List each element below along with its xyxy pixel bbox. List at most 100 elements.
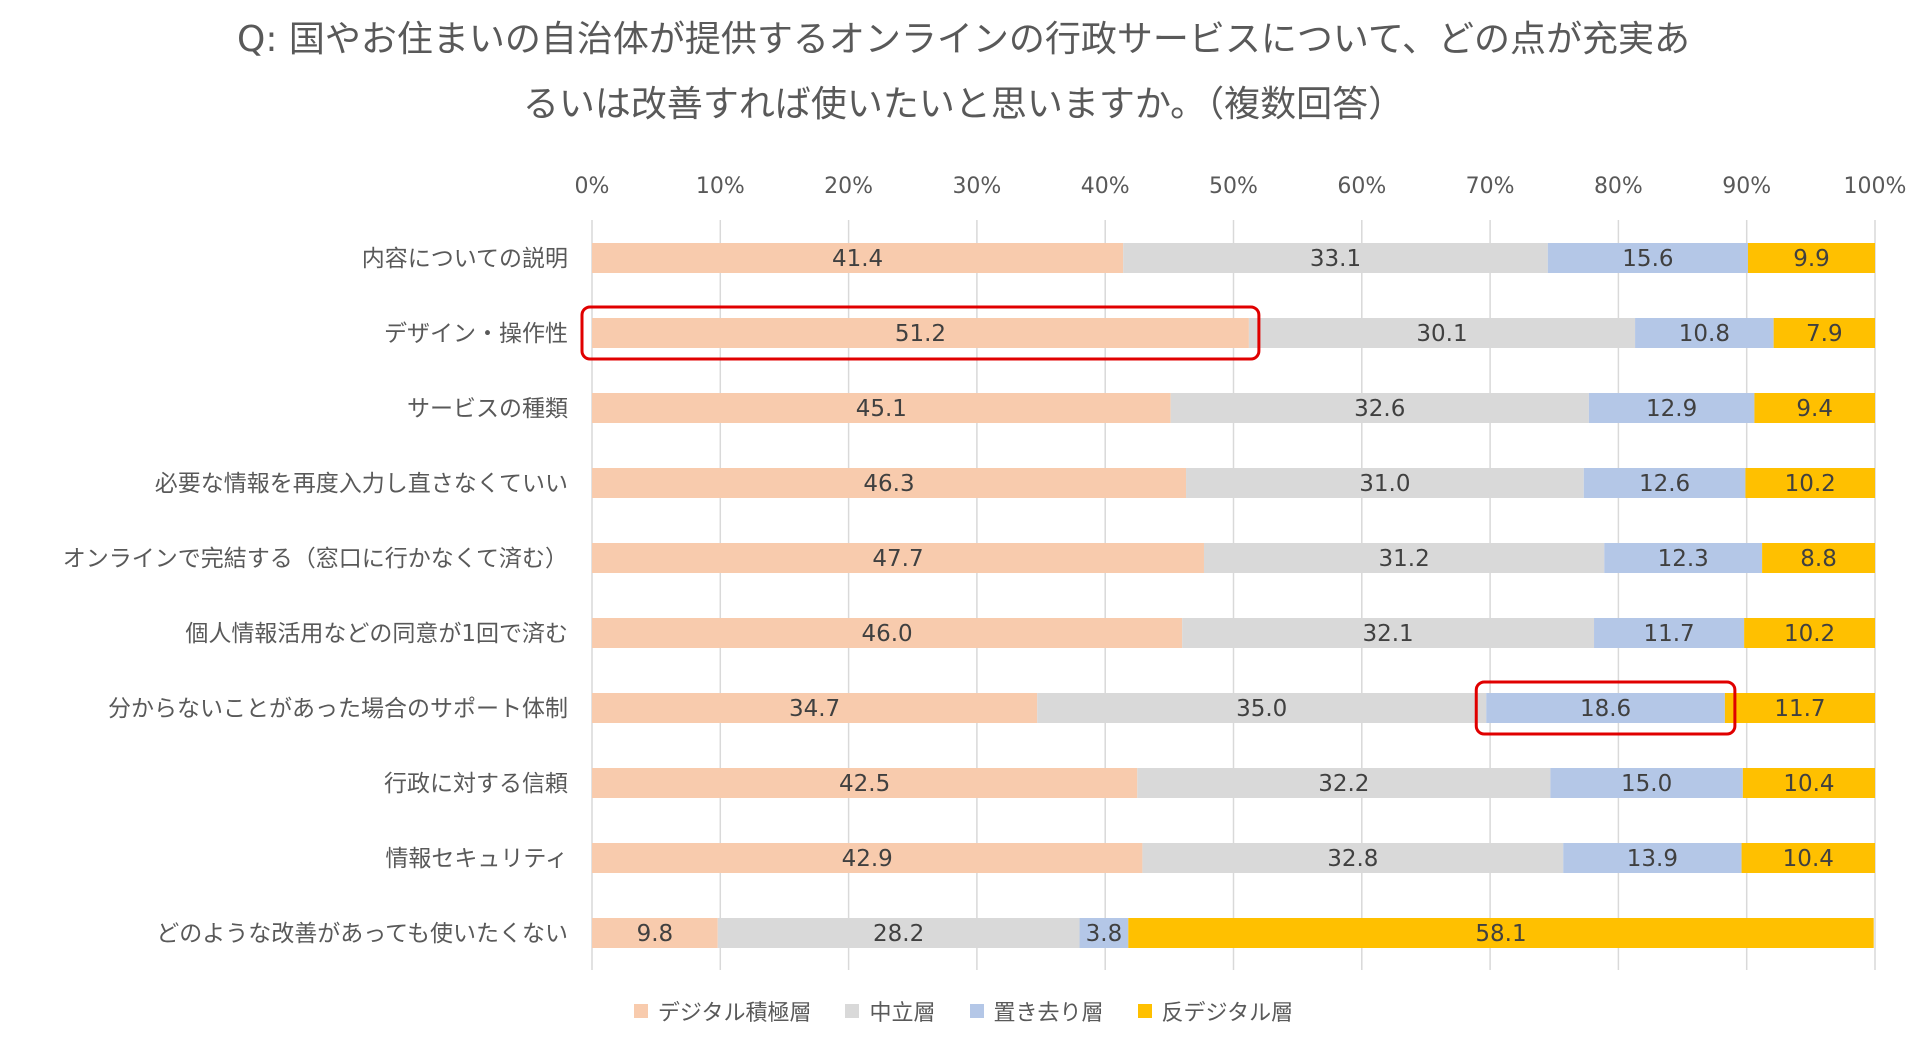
bar-segment [1137,768,1551,798]
category-labels: 内容についての説明デザイン・操作性サービスの種類必要な情報を再度入力し直さなくて… [63,246,568,947]
data-label: 3.8 [1086,921,1123,947]
data-label: 51.2 [895,321,946,347]
data-label: 47.7 [872,546,923,572]
data-label: 18.6 [1580,696,1631,722]
data-label: 10.2 [1785,471,1836,497]
legend-label: 中立層 [869,1001,936,1026]
bar-segment [1186,468,1584,498]
bar-segment [592,543,1204,573]
data-label: 11.7 [1643,621,1694,647]
data-label: 13.9 [1627,846,1678,872]
data-label: 31.2 [1379,546,1430,572]
bar-segment [1724,693,1875,723]
x-tick-label: 100% [1844,174,1907,199]
data-label: 10.4 [1783,771,1834,797]
bar-segment [1594,618,1745,648]
bar-segment [1741,843,1875,873]
x-tick-label: 10% [696,174,745,199]
bar-segment [1123,243,1548,273]
data-label: 58.1 [1475,921,1526,947]
legend-label: 置き去り層 [993,1001,1104,1026]
data-label: 9.9 [1793,246,1830,272]
data-label: 8.8 [1800,546,1837,572]
category-label: デザイン・操作性 [384,321,568,347]
bar-segment [1635,318,1774,348]
data-label: 42.5 [839,771,890,797]
bar-segment [1583,468,1746,498]
data-label: 28.2 [873,921,924,947]
x-tick-label: 40% [1081,174,1130,199]
bar-segment [1742,768,1875,798]
x-tick-label: 80% [1594,174,1643,199]
x-tick-label: 20% [824,174,873,199]
data-label: 31.0 [1359,471,1410,497]
bar-segment [1142,843,1564,873]
bar-segment [1588,393,1755,423]
data-label: 33.1 [1310,246,1361,272]
bar-segment [592,918,718,948]
category-label: 個人情報活用などの同意が1回で済む [185,621,568,647]
highlight-boxes [580,305,1737,736]
data-label: 15.0 [1621,771,1672,797]
data-label: 32.8 [1327,846,1378,872]
bar-segment [1762,543,1875,573]
bar-segment [1248,318,1636,348]
legend-item: 反デジタル層 [1137,995,1294,1027]
data-label: 32.2 [1318,771,1369,797]
category-label: 分からないことがあった場合のサポート体制 [108,696,568,722]
x-tick-label: 70% [1466,174,1515,199]
x-tick-label: 50% [1209,174,1258,199]
category-label: 内容についての説明 [362,246,568,272]
bar-segment [1203,543,1605,573]
bar-segment [1486,693,1725,723]
data-label: 12.9 [1646,396,1697,422]
category-label: オンラインで完結する（窓口に行かなくて済む） [63,546,568,572]
category-label: どのような改善があっても使いたくない [156,921,568,947]
bar-segment [717,918,1080,948]
bars: 41.4 33.1 15.6 9.9 51.2 30.1 10.8 7.9 45.1 32.6 12… [592,243,1875,948]
legend-label: 反デジタル層 [1161,1001,1294,1026]
bar-segment [1182,618,1595,648]
x-tick-label: 30% [952,174,1001,199]
bar-segment [1079,918,1129,948]
data-label: 32.6 [1354,396,1405,422]
data-label: 35.0 [1236,696,1287,722]
category-label: 情報セキュリティ [385,846,568,872]
data-label: 15.6 [1622,246,1673,272]
data-label: 34.7 [789,696,840,722]
bar-segment [1745,468,1875,498]
legend-item: デジタル積極層 [633,995,811,1027]
legend-swatch [845,1004,860,1018]
bar-segment [592,243,1124,273]
data-label: 10.2 [1784,621,1835,647]
bar-segment [592,693,1038,723]
bar-segment [1170,393,1589,423]
bar-segment [1773,318,1875,348]
bar-segment [592,768,1138,798]
data-label: 45.1 [856,396,907,422]
bar-segment [1747,243,1875,273]
bar-segment [1563,843,1742,873]
bar-segment [592,393,1171,423]
category-label: 必要な情報を再度入力し直さなくていい [155,471,568,497]
data-label: 32.1 [1362,621,1413,647]
data-label: 12.6 [1639,471,1690,497]
bar-segment [592,618,1183,648]
bar-segment [1037,693,1487,723]
chart-title-line-1: Q: 国やお住まいの自治体が提供するオンラインの行政サービスについて、どの点が充… [236,19,1691,60]
chart-title-line-2: るいは改善すれば使いたいと思いますか。（複数回答） [522,84,1405,125]
x-axis-tick-labels: 0% 10% 20% 30% 40% 50% 60% 70% 80% 90% 100% [575,174,1907,199]
data-label: 30.1 [1416,321,1467,347]
highlight-box [580,305,1261,361]
data-label: 10.8 [1679,321,1730,347]
legend-swatch [1137,1004,1152,1018]
data-label: 46.0 [861,621,912,647]
legend-item: 中立層 [845,995,936,1027]
category-label: 行政に対する信頼 [384,771,568,797]
legend-swatch [633,1004,648,1018]
data-label: 9.8 [637,921,674,947]
x-tick-label: 60% [1337,174,1386,199]
bar-segment [592,318,1249,348]
data-label: 46.3 [863,471,914,497]
